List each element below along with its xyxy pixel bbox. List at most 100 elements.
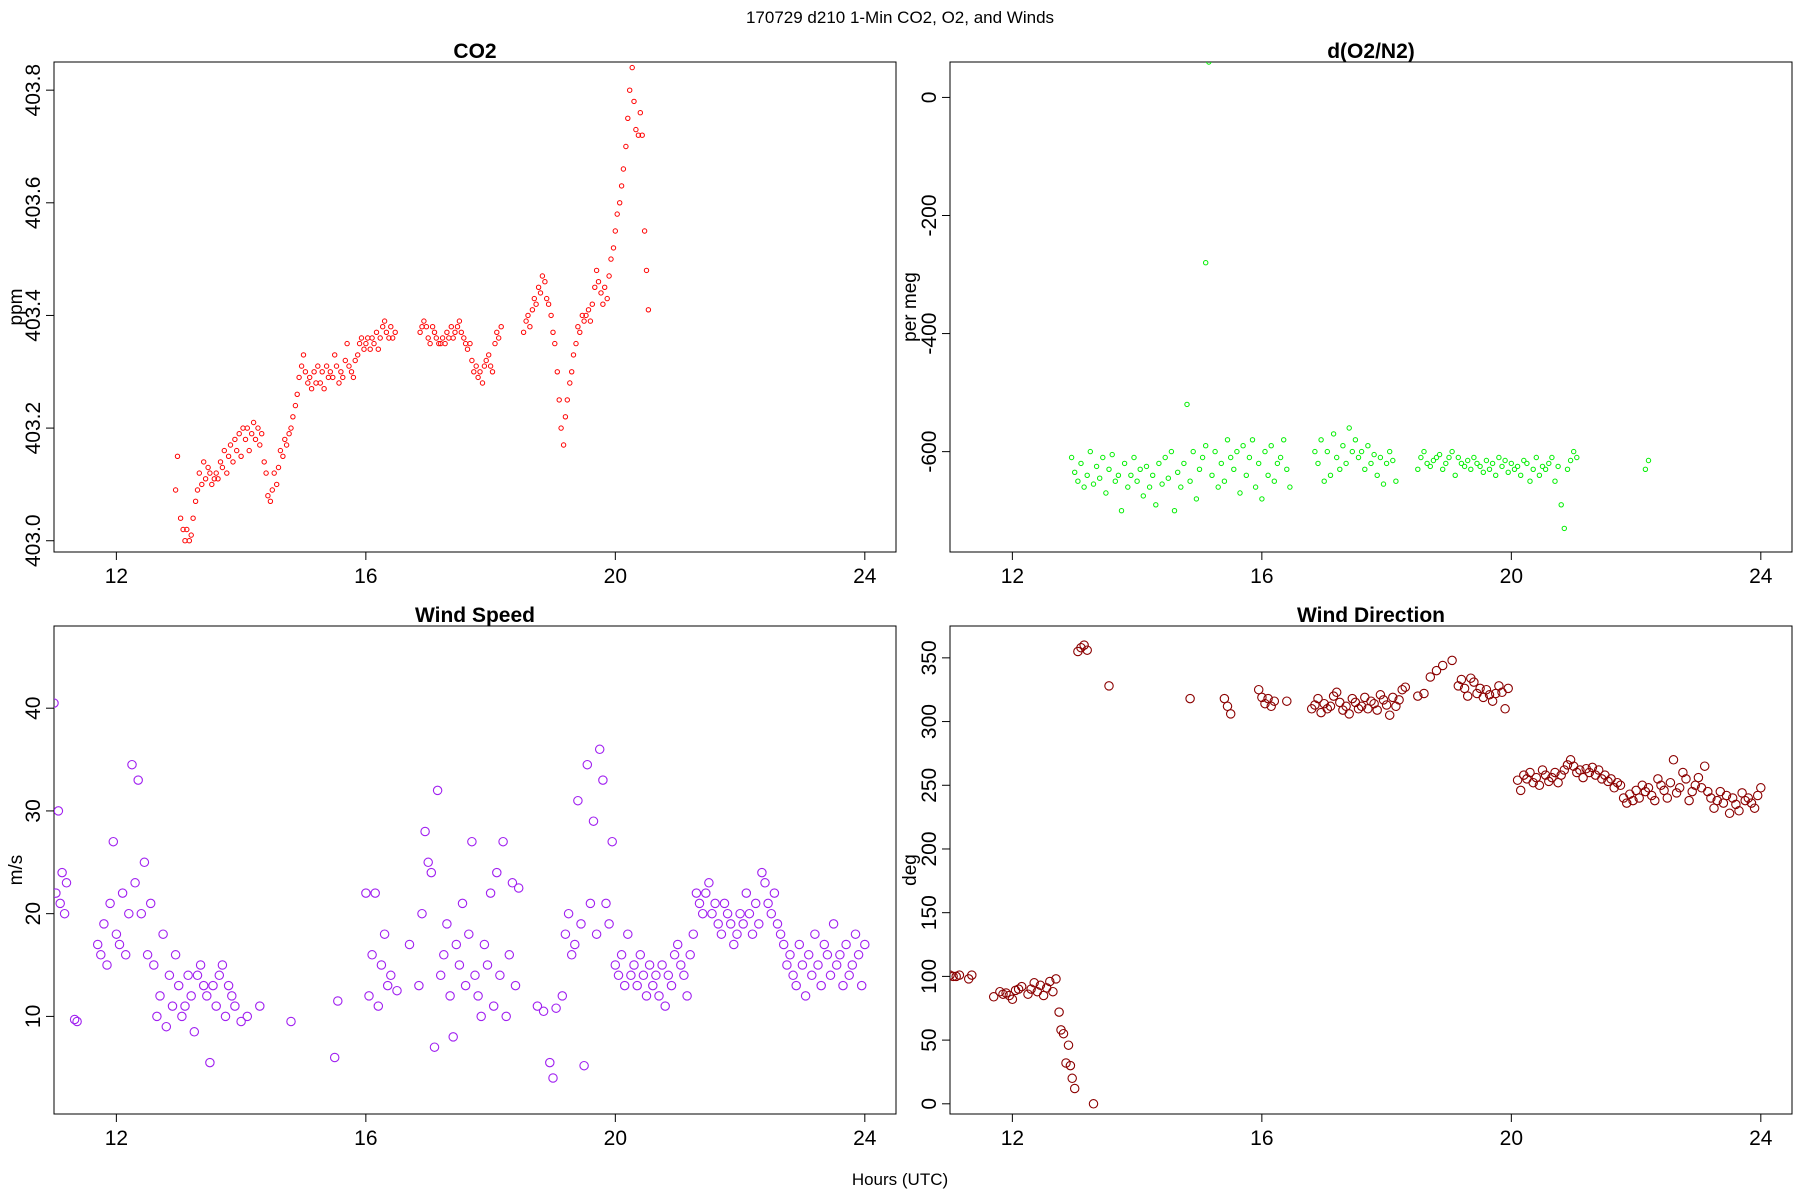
wind-speed-data-point xyxy=(545,1057,555,1068)
o2n2-data-point xyxy=(1243,472,1250,478)
o2n2-data-point xyxy=(1430,457,1437,464)
wind-speed-data-point xyxy=(560,929,571,939)
wind-direction-data-point xyxy=(1045,976,1055,987)
o2n2-points xyxy=(1068,62,1652,532)
o2n2-ytick-label: -600 xyxy=(918,431,941,473)
wind-speed-data-point xyxy=(202,991,212,1001)
co2-data-point xyxy=(201,459,207,465)
wind-direction-title: Wind Direction xyxy=(1297,604,1445,627)
wind-direction-data-point xyxy=(1063,1040,1074,1050)
wind-direction-data-point xyxy=(1743,793,1754,803)
co2-data-point xyxy=(620,166,627,172)
wind-speed-data-point xyxy=(688,929,699,939)
co2-data-point xyxy=(475,374,481,381)
o2n2-data-point xyxy=(1140,493,1147,499)
wind-direction-data-point xyxy=(1381,700,1392,710)
wind-speed-data-point xyxy=(682,991,692,1001)
wind-direction-data-point xyxy=(1684,795,1694,806)
o2n2-data-point xyxy=(1193,496,1200,502)
wind-speed-data-point xyxy=(835,950,845,960)
co2-ytick-label: 403.8 xyxy=(22,64,45,117)
co2-data-point xyxy=(558,425,564,431)
o2n2-data-point xyxy=(1343,460,1349,467)
co2-data-point xyxy=(523,318,529,324)
wind-direction-data-point xyxy=(1067,1073,1077,1084)
wind-speed-ylabel: m/s xyxy=(6,855,27,886)
co2-data-point xyxy=(174,453,181,459)
o2n2-data-point xyxy=(1187,478,1193,484)
co2-data-point xyxy=(417,329,423,335)
o2n2-data-point xyxy=(1505,469,1511,475)
wind-direction-data-point xyxy=(1469,677,1479,687)
wind-speed-data-point xyxy=(432,785,443,796)
wind-direction-data-point xyxy=(1319,698,1329,709)
o2n2-data-point xyxy=(1209,472,1215,478)
wind-direction-data-point xyxy=(1559,765,1570,775)
o2n2-data-point xyxy=(1072,469,1078,475)
co2-data-point xyxy=(450,335,456,341)
co2-data-point xyxy=(323,363,330,369)
wind-direction-ylabel: deg xyxy=(900,854,921,886)
wind-direction-data-point xyxy=(1512,775,1523,785)
co2-data-point xyxy=(333,363,340,369)
wind-speed-data-point xyxy=(195,960,206,970)
wind-direction-data-point xyxy=(1749,803,1760,813)
wind-speed-data-point xyxy=(619,980,630,991)
o2n2-data-point xyxy=(1390,457,1396,464)
wind-speed-data-point xyxy=(563,908,574,919)
co2-data-point xyxy=(383,329,390,335)
co2-data-point xyxy=(255,425,261,431)
wind-direction-data-point xyxy=(1372,705,1382,715)
wind-direction-data-point xyxy=(1724,808,1735,819)
wind-speed-data-point xyxy=(186,991,196,1001)
wind-direction-points xyxy=(950,640,1766,1109)
wind-speed-data-point xyxy=(566,950,577,960)
o2n2-data-point xyxy=(1383,460,1390,467)
wind-speed-data-point xyxy=(120,950,131,960)
wind-direction-data-point xyxy=(995,986,1005,997)
wind-speed-data-point xyxy=(404,939,415,950)
wind-direction-data-point xyxy=(1703,786,1713,797)
co2-data-point xyxy=(579,312,585,319)
o2n2-data-point xyxy=(1090,481,1097,487)
wind-direction-data-point xyxy=(1051,974,1061,984)
wind-speed-data-point xyxy=(161,1021,172,1032)
wind-speed-data-point xyxy=(479,939,490,950)
wind-direction-data-point xyxy=(1378,695,1389,705)
wind-speed-data-point xyxy=(102,960,112,970)
co2-data-point xyxy=(261,459,267,465)
o2n2-data-point xyxy=(1499,463,1505,470)
wind-direction-data-point xyxy=(1375,690,1386,700)
o2n2-data-point xyxy=(1162,454,1168,461)
co2-data-point xyxy=(598,290,604,296)
co2-data-point xyxy=(242,436,249,443)
wind-speed-data-point xyxy=(423,857,433,868)
co2-data-point xyxy=(367,346,373,352)
co2-data-point xyxy=(194,487,201,493)
o2n2-data-point xyxy=(1355,454,1362,461)
wind-direction-ytick-label: 50 xyxy=(918,1028,941,1051)
co2-data-point xyxy=(564,397,570,403)
o2n2-data-point xyxy=(1206,62,1212,65)
wind-direction-data-point xyxy=(1456,674,1467,685)
co2-xtick-label: 16 xyxy=(354,565,377,588)
wind-direction-data-point xyxy=(1069,1083,1080,1094)
wind-speed-ytick-label: 40 xyxy=(22,697,45,720)
co2-data-point xyxy=(637,110,643,116)
wind-speed-data-point xyxy=(557,991,568,1001)
co2-data-point xyxy=(494,329,500,335)
wind-speed-data-point xyxy=(778,939,789,950)
o2n2-data-point xyxy=(1436,451,1443,458)
wind-speed-data-point xyxy=(507,878,518,888)
o2n2-data-point xyxy=(1103,490,1109,496)
o2n2-data-point xyxy=(1415,466,1421,472)
co2-data-point xyxy=(330,374,336,381)
wind-speed-data-point xyxy=(108,836,119,847)
wind-direction-data-point xyxy=(1731,799,1741,810)
wind-direction-data-point xyxy=(1282,696,1292,706)
wind-direction-ytick-label: 150 xyxy=(918,895,941,930)
o2n2-xtick-label: 12 xyxy=(1001,565,1024,588)
o2n2-data-point xyxy=(1371,451,1377,458)
wind-speed-data-point xyxy=(111,929,122,939)
o2n2-data-point xyxy=(1125,484,1131,490)
